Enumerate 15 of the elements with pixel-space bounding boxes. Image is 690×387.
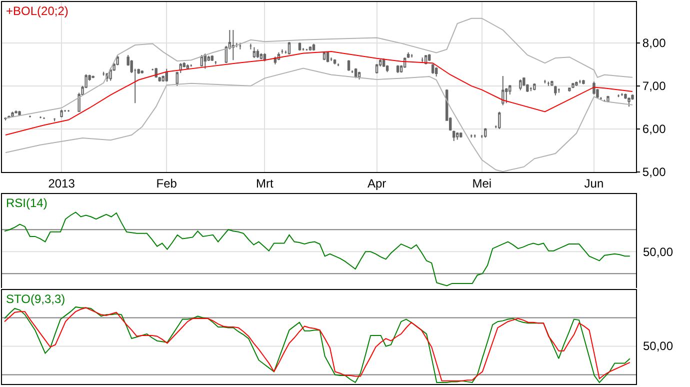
x-tick-label: 2013 — [48, 176, 76, 190]
x-tick-label: Jun — [584, 176, 604, 190]
chart-title: STO(9,3,3) — [6, 292, 66, 306]
x-tick-label: Apr — [367, 176, 386, 190]
text: 50,00 — [643, 245, 674, 259]
y-tick-label: 8,00 — [642, 36, 666, 50]
y-tick-label: 7,00 — [642, 79, 666, 94]
x-tick-label: Mrt — [256, 176, 274, 190]
x-tick-label: Mei — [472, 176, 492, 190]
y-tick-label: 5,00 — [642, 165, 666, 180]
text: 50,00 — [643, 339, 674, 353]
chart-title: +BOL(20;2) — [6, 4, 68, 18]
chart-title: RSI(14) — [6, 196, 48, 210]
y-tick-label: 6,00 — [642, 122, 666, 136]
x-tick-label: Feb — [156, 176, 178, 190]
